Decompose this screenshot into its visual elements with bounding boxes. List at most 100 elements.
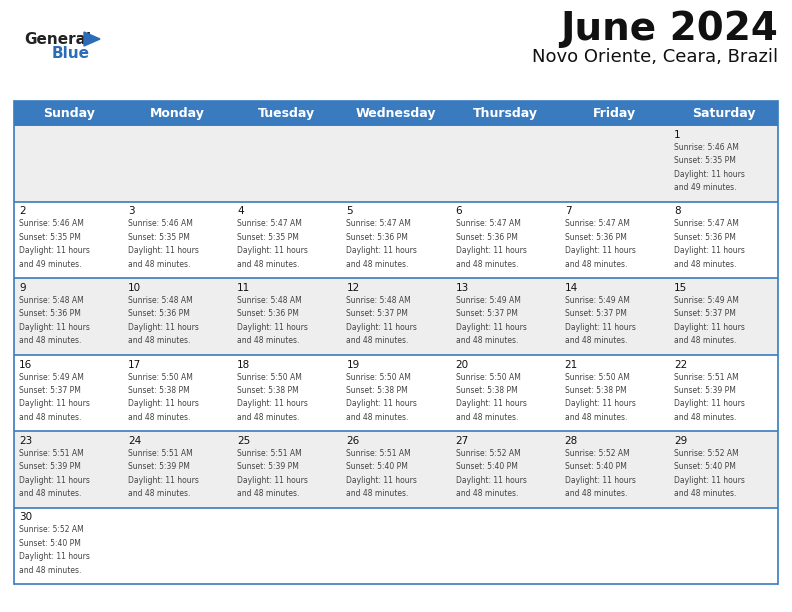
Text: and 48 minutes.: and 48 minutes. bbox=[455, 489, 518, 498]
Bar bbox=[232, 431, 341, 507]
Text: and 48 minutes.: and 48 minutes. bbox=[346, 489, 409, 498]
Text: and 48 minutes.: and 48 minutes. bbox=[455, 412, 518, 422]
Text: 4: 4 bbox=[238, 206, 244, 217]
Text: and 48 minutes.: and 48 minutes. bbox=[346, 336, 409, 345]
Bar bbox=[341, 431, 451, 507]
Text: Daylight: 11 hours: Daylight: 11 hours bbox=[19, 476, 89, 485]
Text: and 48 minutes.: and 48 minutes. bbox=[128, 412, 191, 422]
Text: and 48 minutes.: and 48 minutes. bbox=[565, 336, 627, 345]
Text: Sunset: 5:37 PM: Sunset: 5:37 PM bbox=[565, 310, 626, 318]
Text: Sunrise: 5:48 AM: Sunrise: 5:48 AM bbox=[128, 296, 193, 305]
Bar bbox=[123, 431, 232, 507]
Text: 24: 24 bbox=[128, 436, 142, 446]
Text: and 48 minutes.: and 48 minutes. bbox=[674, 259, 737, 269]
Text: Sunrise: 5:51 AM: Sunrise: 5:51 AM bbox=[238, 449, 302, 458]
Text: 28: 28 bbox=[565, 436, 578, 446]
Bar bbox=[232, 101, 341, 125]
Text: Daylight: 11 hours: Daylight: 11 hours bbox=[128, 323, 199, 332]
Text: Sunset: 5:39 PM: Sunset: 5:39 PM bbox=[238, 463, 299, 471]
Text: Daylight: 11 hours: Daylight: 11 hours bbox=[455, 399, 527, 408]
Text: Blue: Blue bbox=[52, 46, 90, 61]
Bar bbox=[232, 507, 341, 584]
Bar bbox=[14, 101, 123, 125]
Bar bbox=[232, 278, 341, 354]
Bar bbox=[341, 507, 451, 584]
Text: and 48 minutes.: and 48 minutes. bbox=[128, 259, 191, 269]
Text: Sunset: 5:35 PM: Sunset: 5:35 PM bbox=[128, 233, 190, 242]
Text: and 48 minutes.: and 48 minutes. bbox=[19, 565, 82, 575]
Text: Sunset: 5:40 PM: Sunset: 5:40 PM bbox=[674, 463, 736, 471]
Text: Sunset: 5:37 PM: Sunset: 5:37 PM bbox=[19, 386, 81, 395]
Text: Daylight: 11 hours: Daylight: 11 hours bbox=[238, 476, 308, 485]
Text: Daylight: 11 hours: Daylight: 11 hours bbox=[19, 323, 89, 332]
Bar bbox=[451, 125, 560, 201]
Text: 15: 15 bbox=[674, 283, 687, 293]
Text: 18: 18 bbox=[238, 359, 250, 370]
Text: Sunrise: 5:51 AM: Sunrise: 5:51 AM bbox=[346, 449, 411, 458]
Bar bbox=[669, 278, 778, 354]
Text: Sunrise: 5:46 AM: Sunrise: 5:46 AM bbox=[128, 220, 193, 228]
Text: Sunset: 5:36 PM: Sunset: 5:36 PM bbox=[19, 310, 81, 318]
Text: Sunset: 5:37 PM: Sunset: 5:37 PM bbox=[674, 310, 736, 318]
Text: Sunset: 5:38 PM: Sunset: 5:38 PM bbox=[128, 386, 190, 395]
Text: Sunset: 5:38 PM: Sunset: 5:38 PM bbox=[565, 386, 626, 395]
Text: 29: 29 bbox=[674, 436, 687, 446]
Text: and 48 minutes.: and 48 minutes. bbox=[238, 489, 299, 498]
Text: Sunset: 5:38 PM: Sunset: 5:38 PM bbox=[346, 386, 408, 395]
Text: Sunset: 5:36 PM: Sunset: 5:36 PM bbox=[674, 233, 736, 242]
Text: Sunrise: 5:48 AM: Sunrise: 5:48 AM bbox=[238, 296, 302, 305]
Text: Daylight: 11 hours: Daylight: 11 hours bbox=[346, 323, 417, 332]
Text: 25: 25 bbox=[238, 436, 250, 446]
Text: Daylight: 11 hours: Daylight: 11 hours bbox=[238, 323, 308, 332]
Text: Sunset: 5:38 PM: Sunset: 5:38 PM bbox=[238, 386, 299, 395]
Text: 7: 7 bbox=[565, 206, 571, 217]
Bar bbox=[560, 354, 669, 431]
Bar bbox=[669, 507, 778, 584]
Text: and 48 minutes.: and 48 minutes. bbox=[238, 412, 299, 422]
Text: Sunrise: 5:52 AM: Sunrise: 5:52 AM bbox=[565, 449, 630, 458]
Text: Daylight: 11 hours: Daylight: 11 hours bbox=[565, 246, 636, 255]
Text: Sunrise: 5:47 AM: Sunrise: 5:47 AM bbox=[674, 220, 739, 228]
Text: Friday: Friday bbox=[592, 106, 636, 119]
Text: Daylight: 11 hours: Daylight: 11 hours bbox=[346, 476, 417, 485]
Text: and 48 minutes.: and 48 minutes. bbox=[19, 336, 82, 345]
Text: 26: 26 bbox=[346, 436, 360, 446]
Bar bbox=[669, 125, 778, 201]
Text: and 48 minutes.: and 48 minutes. bbox=[238, 336, 299, 345]
Text: Sunset: 5:35 PM: Sunset: 5:35 PM bbox=[674, 157, 736, 165]
Text: Tuesday: Tuesday bbox=[258, 106, 315, 119]
Polygon shape bbox=[84, 32, 100, 46]
Text: 13: 13 bbox=[455, 283, 469, 293]
Text: 8: 8 bbox=[674, 206, 680, 217]
Text: and 49 minutes.: and 49 minutes. bbox=[674, 183, 737, 192]
Text: and 48 minutes.: and 48 minutes. bbox=[238, 259, 299, 269]
Bar bbox=[669, 201, 778, 278]
Text: Sunrise: 5:50 AM: Sunrise: 5:50 AM bbox=[238, 373, 303, 381]
Text: Thursday: Thursday bbox=[473, 106, 538, 119]
Bar bbox=[451, 201, 560, 278]
Bar bbox=[123, 201, 232, 278]
Text: Daylight: 11 hours: Daylight: 11 hours bbox=[455, 246, 527, 255]
Text: Sunset: 5:40 PM: Sunset: 5:40 PM bbox=[565, 463, 626, 471]
Text: 12: 12 bbox=[346, 283, 360, 293]
Text: Daylight: 11 hours: Daylight: 11 hours bbox=[128, 246, 199, 255]
Text: Daylight: 11 hours: Daylight: 11 hours bbox=[674, 246, 744, 255]
Text: Sunset: 5:37 PM: Sunset: 5:37 PM bbox=[346, 310, 409, 318]
Text: 30: 30 bbox=[19, 512, 32, 523]
Bar bbox=[14, 278, 123, 354]
Text: 21: 21 bbox=[565, 359, 578, 370]
Bar bbox=[560, 431, 669, 507]
Text: 22: 22 bbox=[674, 359, 687, 370]
Text: Daylight: 11 hours: Daylight: 11 hours bbox=[238, 246, 308, 255]
Text: Monday: Monday bbox=[150, 106, 205, 119]
Text: Sunrise: 5:50 AM: Sunrise: 5:50 AM bbox=[346, 373, 411, 381]
Text: 20: 20 bbox=[455, 359, 469, 370]
Bar bbox=[14, 201, 123, 278]
Text: Daylight: 11 hours: Daylight: 11 hours bbox=[674, 323, 744, 332]
Text: Sunset: 5:36 PM: Sunset: 5:36 PM bbox=[346, 233, 409, 242]
Bar bbox=[341, 278, 451, 354]
Text: and 48 minutes.: and 48 minutes. bbox=[346, 259, 409, 269]
Bar bbox=[123, 278, 232, 354]
Text: and 48 minutes.: and 48 minutes. bbox=[346, 412, 409, 422]
Bar bbox=[560, 101, 669, 125]
